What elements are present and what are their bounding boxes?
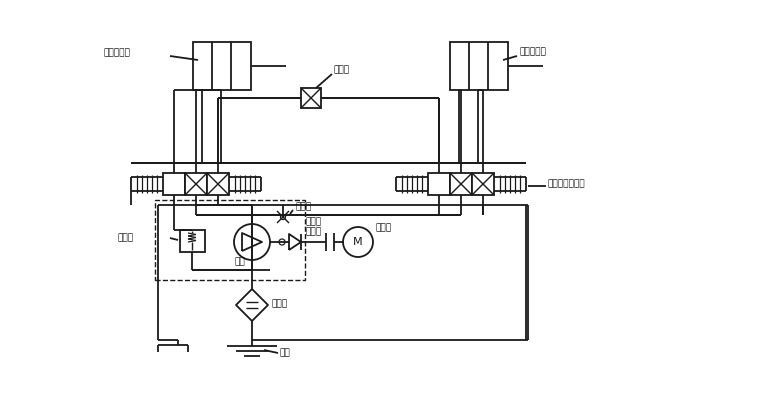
Text: 油筒: 油筒 bbox=[280, 348, 291, 358]
Text: 濾油器: 濾油器 bbox=[272, 300, 288, 308]
Circle shape bbox=[343, 227, 373, 257]
Text: 油泵: 油泵 bbox=[235, 258, 245, 266]
Bar bbox=[155, 200, 305, 280]
Text: 壓力表: 壓力表 bbox=[295, 202, 311, 212]
Bar bbox=[450, 42, 508, 90]
Text: 第一液匸缸: 第一液匸缸 bbox=[103, 48, 130, 58]
Bar bbox=[185, 173, 207, 195]
Bar bbox=[163, 173, 185, 195]
Text: 溢流閥: 溢流閥 bbox=[118, 234, 134, 242]
Text: 第二液匸缸: 第二液匸缸 bbox=[519, 48, 546, 56]
Text: 電動機: 電動機 bbox=[376, 224, 392, 232]
Text: 三位四通電磁閥: 三位四通電磁閥 bbox=[548, 180, 586, 188]
Text: 單向閥: 單向閥 bbox=[305, 218, 321, 226]
Bar bbox=[207, 173, 229, 195]
Text: 聯軸器: 聯軸器 bbox=[305, 228, 321, 236]
Circle shape bbox=[234, 224, 270, 260]
Bar bbox=[428, 173, 450, 195]
Text: M: M bbox=[353, 237, 363, 247]
Bar bbox=[301, 88, 321, 108]
Circle shape bbox=[280, 214, 286, 220]
Bar bbox=[193, 42, 251, 90]
Bar bbox=[180, 230, 205, 252]
Circle shape bbox=[279, 239, 285, 245]
Bar bbox=[472, 173, 494, 195]
Text: 調速閥: 調速閥 bbox=[334, 66, 350, 74]
Bar bbox=[450, 173, 472, 195]
